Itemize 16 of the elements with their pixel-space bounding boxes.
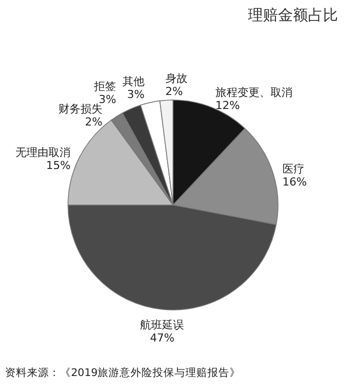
slice-label: 旅程变更、取消 xyxy=(215,86,292,100)
text: 资料来源：《2019旅游意外险投保与理赔报告》 xyxy=(5,366,241,379)
slice-label: 航班延误 xyxy=(140,318,184,332)
data-label: 3% xyxy=(127,88,145,101)
slice-label: 无理由取消 xyxy=(16,146,71,159)
data-label: 16% xyxy=(282,175,307,188)
slice-label: 身故 xyxy=(165,72,188,86)
data-label: 12% xyxy=(215,99,240,112)
slice-label: 医疗 xyxy=(282,162,304,176)
data-label: 2% xyxy=(85,116,102,129)
data-label: 47% xyxy=(150,331,174,344)
data-label: 2% xyxy=(165,85,183,98)
chart-title: 理赔金额占比 xyxy=(248,6,338,24)
data-label: 15% xyxy=(46,158,71,172)
slice-label: 拒签 xyxy=(93,80,116,94)
slice-label: 其他 xyxy=(122,74,145,88)
